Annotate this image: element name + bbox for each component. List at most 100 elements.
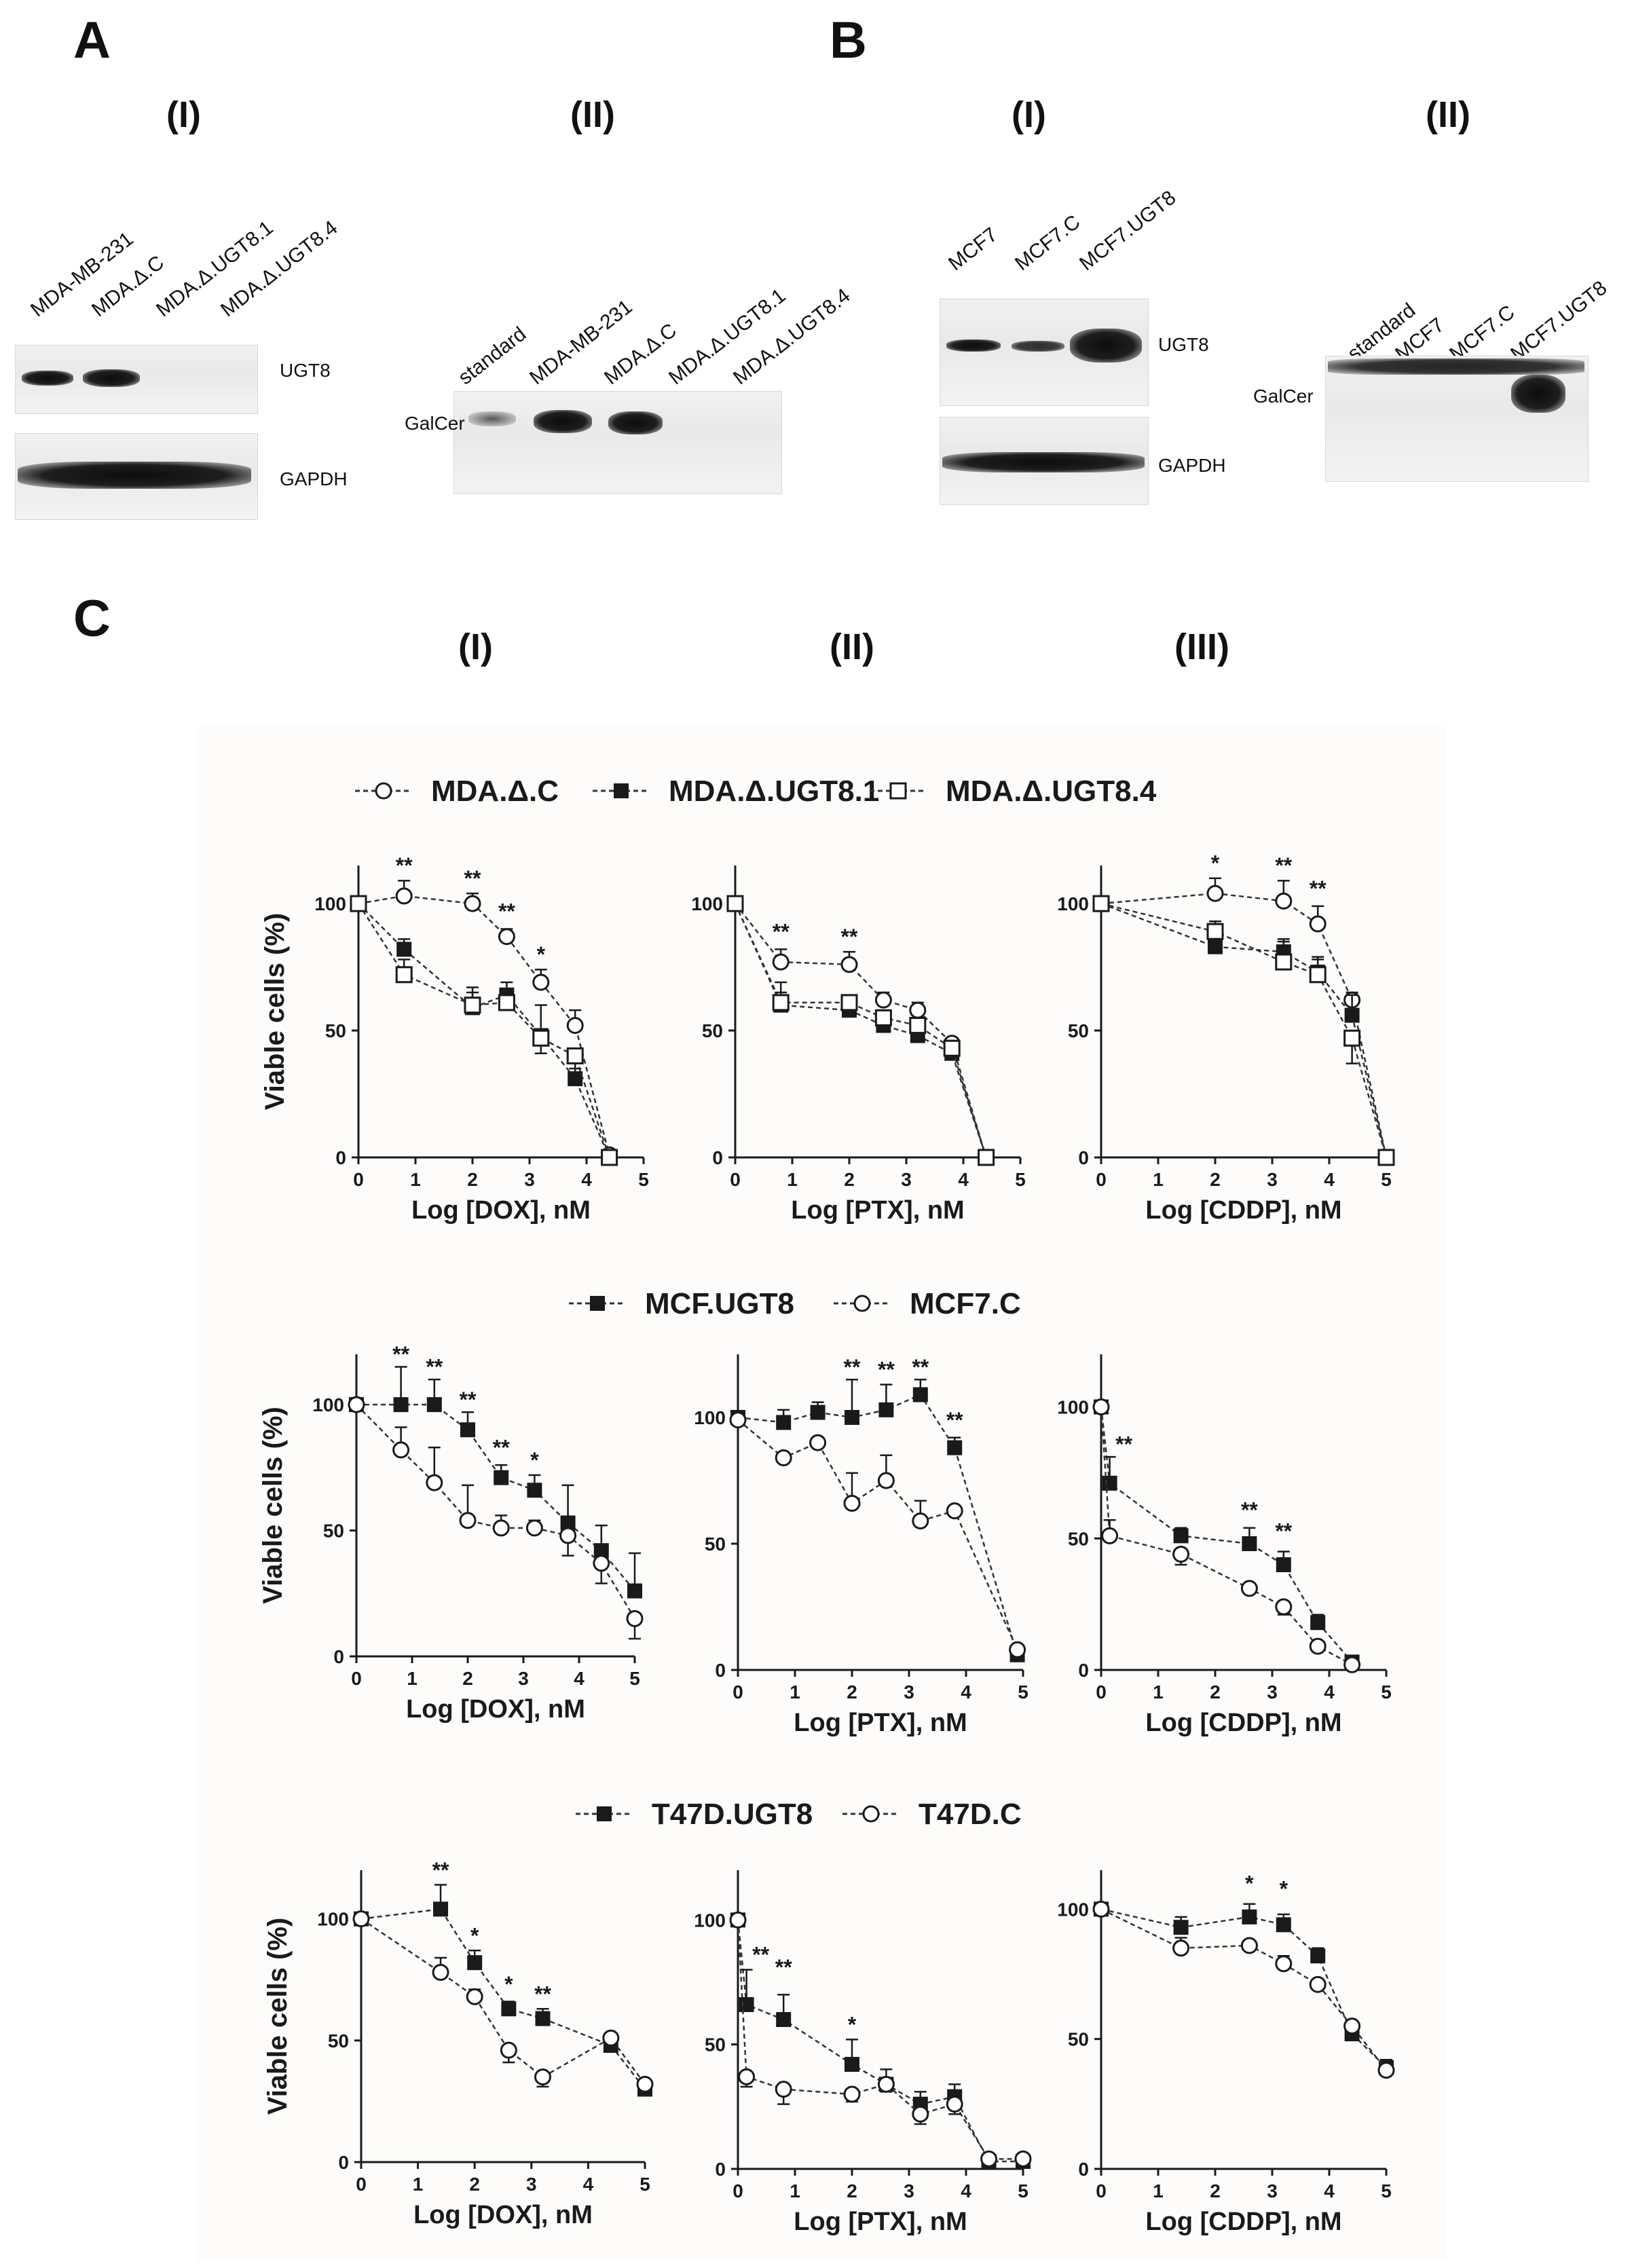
y-tick-label: 100: [1057, 1397, 1089, 1418]
data-point: [840, 956, 858, 973]
x-tick-label: 1: [790, 1681, 800, 1703]
x-tick-label: 2: [847, 1681, 857, 1703]
sublabel-c-iii: (III): [1174, 627, 1229, 667]
data-point: [845, 2057, 859, 2072]
x-tick-label: 0: [732, 2180, 743, 2201]
data-point: [772, 994, 790, 1011]
y-tick-label: 100: [314, 893, 346, 914]
x-tick-label: 0: [1096, 1681, 1107, 1703]
data-point: [395, 966, 413, 984]
x-tick-label: 2: [1210, 1681, 1221, 1703]
x-tick-label: 1: [1153, 1169, 1164, 1190]
data-point: [739, 1997, 754, 2012]
data-point: [776, 1415, 792, 1430]
legend-marker: [862, 1805, 880, 1823]
data-point: [775, 1449, 792, 1467]
data-point: [1344, 1007, 1360, 1023]
y-axis-label: Viable cells (%): [263, 1918, 293, 2115]
data-point: [1206, 885, 1224, 902]
sublabel-a-i: (I): [166, 94, 201, 135]
x-tick-label: 1: [790, 2180, 800, 2201]
data-point: [392, 1441, 410, 1459]
data-point: [559, 1527, 577, 1544]
significance-label: *: [1280, 1876, 1288, 1901]
y-tick-label: 0: [333, 1646, 344, 1667]
data-point: [1309, 1975, 1327, 1993]
y-tick-label: 0: [338, 2152, 349, 2173]
y-tick-label: 0: [715, 1660, 726, 1681]
band: [942, 452, 1145, 472]
significance-label: **: [841, 925, 858, 949]
data-point: [946, 1502, 963, 1520]
x-tick-label: 5: [1015, 1169, 1026, 1190]
data-point: [1275, 1955, 1293, 1973]
significance-label: **: [1241, 1498, 1258, 1522]
legend-label: T47D.C: [919, 1798, 1022, 1831]
significance-label: **: [1275, 853, 1292, 878]
data-point: [1343, 1029, 1361, 1047]
data-point: [492, 1519, 510, 1537]
data-point: [843, 2085, 861, 2103]
significance-label: **: [773, 919, 790, 944]
data-point: [1310, 1948, 1326, 1964]
x-tick-label: 4: [574, 1668, 585, 1689]
y-tick-label: 0: [335, 1147, 346, 1168]
x-tick-label: 5: [629, 1668, 640, 1689]
x-tick-label: 0: [732, 1681, 743, 1703]
data-point: [560, 1515, 576, 1531]
series-line: [356, 1403, 635, 1592]
data-point: [1343, 2018, 1361, 2035]
data-point: [1009, 1641, 1026, 1658]
data-point: [912, 1387, 928, 1402]
x-tick-label: 2: [467, 1169, 478, 1190]
band: [18, 462, 251, 489]
data-point: [1102, 1475, 1117, 1491]
legend-marker: [614, 783, 629, 798]
y-tick-label: 100: [1057, 1899, 1089, 1920]
series-line: [737, 1393, 1018, 1656]
x-tick-label: 2: [847, 2180, 857, 2201]
y-tick-label: 50: [325, 1020, 346, 1041]
data-point: [432, 1964, 449, 1981]
significance-label: **: [396, 853, 413, 878]
legend-label: MDA.Δ.UGT8.4: [946, 775, 1157, 808]
data-point: [1309, 1637, 1327, 1655]
data-point: [776, 2012, 792, 2027]
sublabel-b-i: (I): [1012, 94, 1046, 135]
y-tick-label: 50: [705, 1533, 726, 1555]
series-line: [1100, 902, 1388, 1158]
data-point: [1092, 1398, 1110, 1415]
data-point: [348, 1396, 365, 1413]
x-tick-label: 3: [904, 2180, 914, 2201]
y-tick-label: 100: [1057, 893, 1089, 914]
data-point: [1206, 923, 1224, 940]
data-point: [1343, 1656, 1361, 1673]
x-tick-label: 5: [638, 1169, 649, 1190]
y-tick-label: 100: [312, 1394, 344, 1415]
data-point: [426, 1474, 443, 1491]
legend-label: T47D.UGT8: [652, 1798, 813, 1831]
y-tick-label: 50: [328, 2030, 349, 2051]
significance-label: **: [878, 1357, 895, 1381]
data-point: [874, 1009, 892, 1026]
data-point: [593, 1543, 609, 1559]
data-point: [535, 2011, 551, 2026]
blot-label-gapdh: GAPDH: [1158, 455, 1226, 476]
legend-marker: [375, 782, 392, 800]
data-point: [593, 1555, 610, 1572]
x-tick-label: 2: [1210, 2180, 1221, 2201]
data-point: [1172, 1546, 1190, 1563]
data-point: [1276, 1557, 1291, 1572]
data-point: [1092, 895, 1110, 912]
x-tick-label: 5: [1381, 1169, 1392, 1190]
data-point: [1014, 2150, 1032, 2168]
data-point: [1275, 1598, 1293, 1616]
significance-label: **: [844, 1355, 861, 1379]
legend-marker: [853, 1295, 871, 1312]
data-point: [1173, 1920, 1189, 1935]
sublabel-c-ii: (II): [830, 627, 874, 667]
data-point: [843, 1494, 861, 1512]
x-tick-label: 4: [581, 1169, 592, 1190]
band: [468, 411, 516, 426]
